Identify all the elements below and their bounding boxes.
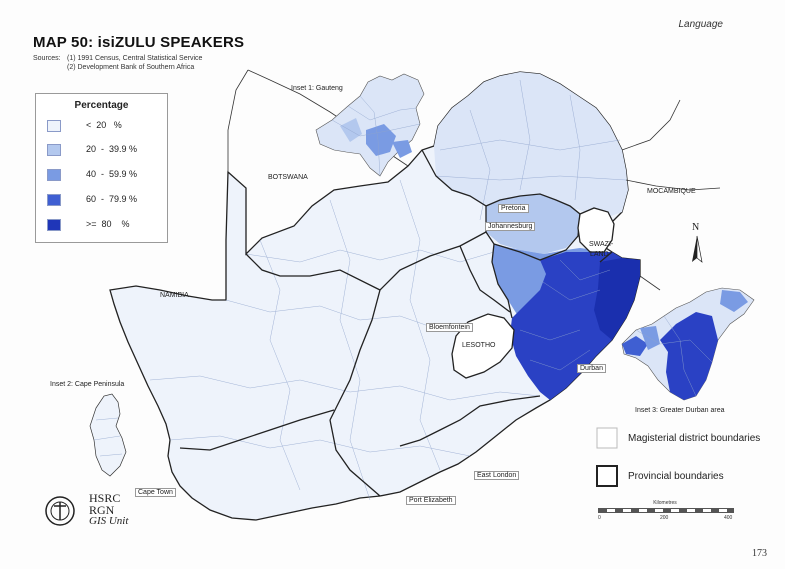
north-arrow-label: N [692, 222, 700, 233]
label-johannesburg: Johannesburg [485, 222, 536, 231]
legend-swatch-1 [47, 120, 61, 132]
source-1: (1) 1991 Census, Central Statistical Ser… [67, 55, 203, 62]
sources-label: Sources: [33, 55, 61, 62]
label-durban: Durban [577, 364, 606, 373]
legend-swatch-5 [47, 219, 61, 231]
legend-label-1: < 20 % [86, 120, 122, 130]
inset-cape-peninsula [89, 393, 127, 477]
durban-inset-dark [660, 312, 718, 400]
logo-line-2: RGN [89, 503, 115, 517]
label-inset-durban: Inset 3: Greater Durban area [635, 407, 725, 414]
label-swaziland-2: LAND [590, 251, 609, 258]
inset-durban [621, 287, 755, 401]
northeast-light-region [434, 72, 628, 220]
percentage-legend: Percentage < 20 % 20 - 39.9 % 40 - 59.9 … [35, 93, 168, 243]
label-botswana: BOTSWANA [268, 174, 308, 181]
label-inset-cape: Inset 2: Cape Peninsula [50, 381, 125, 388]
label-inset-gauteng: Inset 1: Gauteng [291, 85, 343, 92]
magisterial-boundary-label: Magisterial district boundaries [628, 433, 761, 444]
logo-line-3: GIS Unit [89, 515, 129, 527]
magisterial-boundary-swatch [596, 427, 618, 449]
scale-title: Kilometres [653, 500, 677, 506]
legend-swatch-3 [47, 169, 61, 181]
scale-tick-0: 0 [598, 515, 601, 521]
swaziland [577, 207, 615, 253]
durban-inset-northeast [720, 290, 748, 312]
source-2: (2) Development Bank of Southern Africa [67, 64, 195, 71]
label-pretoria: Pretoria [498, 204, 529, 213]
scale-tick-200: 200 [660, 515, 669, 521]
label-mocambique: MOCAMBIQUE [647, 188, 696, 195]
provincial-boundary-swatch [596, 465, 618, 487]
label-bloemfontein: Bloemfontein [426, 323, 473, 332]
section-header: Language [678, 19, 724, 30]
page-number: 173 [752, 548, 767, 559]
legend-label-3: 40 - 59.9 % [86, 169, 138, 179]
label-namibia: NAMIBIA [160, 292, 189, 299]
cape-peninsula-shape [89, 393, 127, 477]
map-sources: Sources: (1) 1991 Census, Central Statist… [33, 54, 202, 72]
legend-label-5: >= 80 % [86, 219, 130, 229]
gauteng-inset-east [392, 140, 412, 158]
label-lesotho: LESOTHO [462, 342, 496, 349]
legend-swatch-2 [47, 144, 61, 156]
north-arrow-west-half [692, 236, 697, 262]
legend-title: Percentage [74, 100, 129, 111]
label-east-london: East London [474, 471, 520, 480]
durban-inset-west [622, 336, 648, 356]
label-cape-town: Cape Town [135, 488, 176, 497]
hsrc-logo-emblem [45, 496, 75, 526]
legend-label-4: 60 - 79.9 % [86, 194, 138, 204]
provincial-boundary-label: Provincial boundaries [628, 471, 724, 482]
inset-gauteng [315, 73, 425, 177]
label-port-elizabeth: Port Elizabeth [406, 496, 456, 505]
scale-bar-graphic [598, 508, 734, 513]
north-arrow-east-half [696, 235, 703, 263]
scale-tick-400: 400 [724, 515, 733, 521]
logo-line-1: HSRC [89, 491, 121, 505]
legend-label-2: 20 - 39.9 % [86, 144, 138, 154]
gauteng-inset-mid [366, 124, 396, 156]
gauteng-inset-light [340, 118, 362, 142]
kzn-coast-region [594, 258, 640, 340]
map-title: MAP 50: isiZULU SPEAKERS [33, 34, 245, 51]
label-swaziland-1: SWAZI- [589, 241, 614, 248]
north-arrow [692, 235, 703, 263]
legend-swatch-4 [47, 194, 61, 206]
